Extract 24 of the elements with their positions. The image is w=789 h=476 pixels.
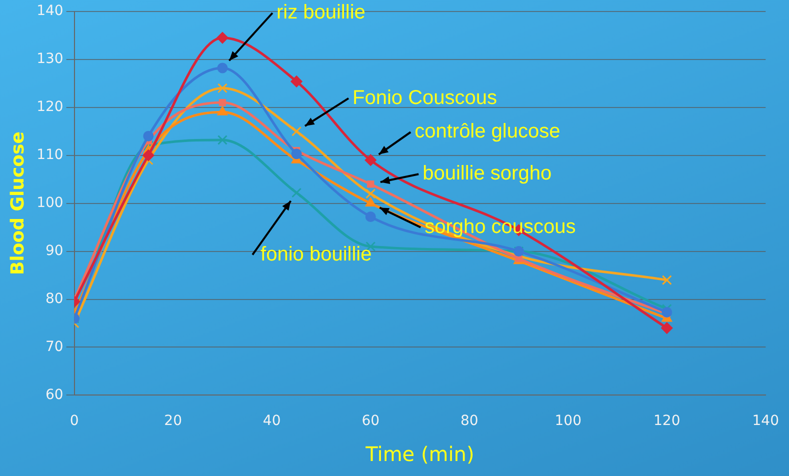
x-tick-label: 120	[654, 413, 680, 430]
y-axis-title: Blood Glucose	[7, 132, 28, 276]
text: riz bouillie	[276, 2, 366, 24]
y-tick-label: 140	[36, 3, 64, 20]
series-label: bouillie sorgho	[422, 162, 552, 185]
y-tick-label: 100	[36, 194, 64, 211]
series-label: fonio bouillie	[260, 243, 372, 266]
x-tick-label: 80	[460, 413, 478, 430]
y-tick-label: 60	[45, 386, 64, 403]
y-tick-label: 110	[36, 146, 64, 163]
y-tick-label: 70	[45, 338, 64, 355]
y-tick-label: 80	[45, 290, 64, 307]
x-tick-label: 100	[554, 413, 582, 430]
series-label: contrôle glucose	[414, 120, 560, 143]
x-tick-label: 20	[164, 413, 182, 430]
x-axis-title: Time (min)	[364, 442, 474, 466]
x-tick-label: 60	[362, 413, 380, 430]
x-tick-label: 0	[70, 413, 79, 430]
text: Fonio Couscous	[352, 86, 498, 109]
y-tick-label: 130	[36, 51, 64, 68]
x-tick-label: 140	[752, 413, 780, 430]
y-tick-label: 120	[36, 98, 64, 115]
x-tick-label: 40	[262, 413, 281, 430]
y-tick-label: 90	[45, 242, 64, 259]
